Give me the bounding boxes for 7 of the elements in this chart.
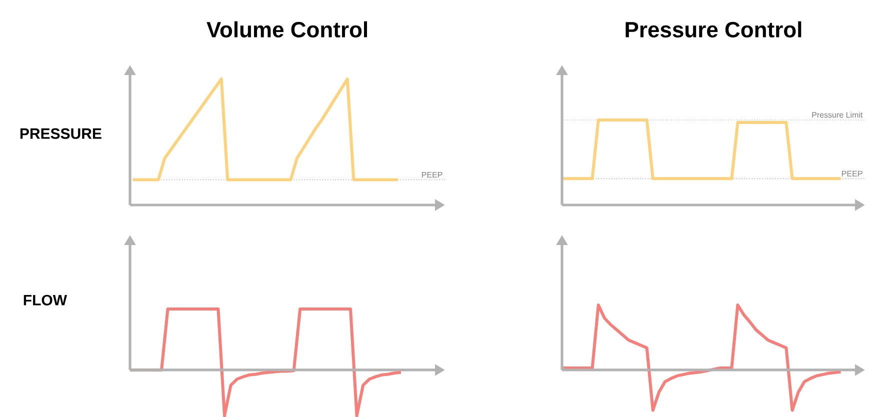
ref-line-label: Pressure Limit xyxy=(812,112,863,118)
ref-line-label: PEEP xyxy=(842,170,862,176)
y-axis-title: PRESSURE xyxy=(20,128,102,139)
chart-title: Volume Control xyxy=(206,21,368,38)
y-axis-title: FLOW xyxy=(24,294,68,306)
ref-line-label: PEEP xyxy=(422,172,442,178)
chart-title: Pressure Control xyxy=(626,21,802,38)
